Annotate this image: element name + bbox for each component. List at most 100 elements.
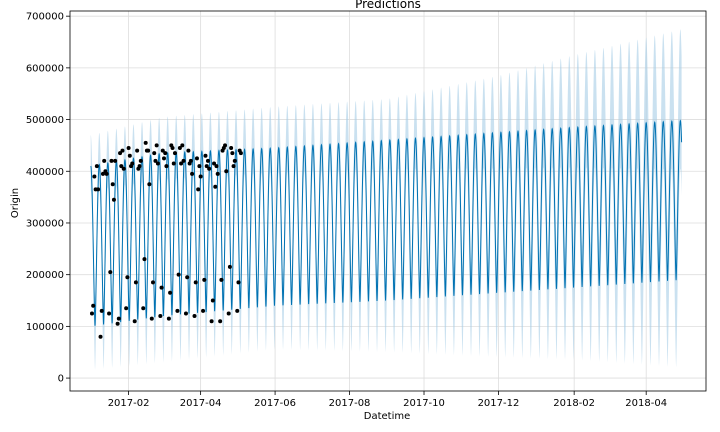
forecast-line (90, 119, 683, 326)
observed-point (89, 311, 94, 316)
y-axis-title: Origin (10, 188, 21, 218)
observed-point (179, 161, 184, 166)
observed-point (118, 151, 123, 156)
observed-point (155, 161, 160, 166)
observed-point (180, 143, 185, 148)
observed-point (190, 171, 195, 176)
x-tick-label: 2017-02 (108, 398, 150, 409)
observed-point (120, 148, 125, 153)
observed-point (188, 158, 193, 163)
observed-point (142, 257, 147, 262)
observed-point (113, 158, 118, 163)
observed-point (230, 151, 235, 156)
observed-point (186, 148, 191, 153)
y-tick-label: 700000 (26, 12, 64, 23)
observed-point (146, 148, 151, 153)
observed-point (207, 166, 212, 171)
observed-point (151, 280, 156, 285)
y-tick-label: 400000 (26, 167, 64, 178)
observed-point (236, 280, 241, 285)
observed-point (170, 146, 175, 151)
observed-point (223, 143, 228, 148)
observed-point (198, 174, 203, 179)
observed-point (212, 161, 217, 166)
observed-point (204, 164, 209, 169)
observed-point (98, 334, 103, 339)
observed-point (210, 298, 215, 303)
observed-point (141, 306, 146, 311)
observed-point (152, 151, 157, 156)
observed-point (162, 156, 166, 161)
observed-point (132, 319, 137, 324)
y-tick-label: 200000 (26, 270, 64, 281)
observed-point (92, 174, 97, 179)
observed-point (149, 316, 154, 321)
observed-point (135, 148, 140, 153)
observed-point (226, 311, 231, 316)
observed-point (172, 151, 177, 156)
observed-point (193, 280, 198, 285)
x-axis-title: Datetime (364, 411, 411, 422)
observed-point (214, 164, 219, 169)
observed-point (227, 264, 232, 269)
observed-point (133, 280, 138, 285)
observed-point (201, 308, 206, 313)
observed-points (89, 140, 243, 339)
observed-point (104, 171, 109, 176)
y-tick-label: 600000 (26, 63, 64, 74)
observed-point (194, 156, 199, 161)
observed-point (219, 277, 224, 282)
observed-point (181, 158, 186, 163)
forecast-path (90, 119, 683, 326)
observed-point (196, 187, 201, 192)
chart-title: Predictions (355, 0, 421, 11)
observed-point (110, 182, 115, 187)
observed-point (183, 311, 188, 316)
observed-point (125, 275, 130, 280)
observed-point (108, 270, 113, 275)
observed-point (107, 311, 112, 316)
observed-point (154, 143, 159, 148)
observed-point (96, 187, 101, 192)
observed-point (100, 171, 105, 176)
observed-point (124, 306, 129, 311)
y-axis-ticks: 0 100000 200000 300000 400000 500000 600000 700… (26, 12, 70, 385)
observed-point (121, 166, 126, 171)
observed-point (171, 161, 176, 166)
observed-point (218, 319, 223, 324)
observed-point (159, 285, 164, 290)
observed-point (147, 182, 152, 187)
observed-point (153, 158, 158, 163)
observed-point (203, 153, 208, 158)
observed-point (137, 164, 142, 169)
plot-frame (69, 10, 707, 392)
observed-point (164, 164, 169, 169)
observed-point (160, 148, 165, 153)
observed-point (229, 146, 234, 151)
x-tick-label: 2018-02 (553, 398, 595, 409)
observed-point (99, 308, 104, 313)
y-tick-label: 100000 (26, 322, 64, 333)
observed-point (102, 158, 107, 163)
observed-point (192, 314, 197, 319)
observed-point (231, 164, 236, 169)
observed-point (109, 158, 114, 163)
observed-point (232, 158, 237, 163)
y-tick-label: 300000 (26, 218, 64, 229)
observed-point (213, 184, 218, 189)
observed-point (158, 314, 163, 319)
x-tick-label: 2017-10 (403, 398, 445, 409)
observed-point (185, 275, 190, 280)
observed-point (126, 146, 131, 151)
observed-point (116, 316, 121, 321)
observed-point (119, 164, 124, 169)
x-tick-label: 2017-12 (478, 398, 520, 409)
observed-point (175, 308, 180, 313)
observed-point (209, 319, 214, 324)
x-tick-label: 2017-08 (329, 398, 371, 409)
observed-point (127, 153, 132, 158)
x-tick-label: 2017-06 (254, 398, 296, 409)
observed-point (168, 290, 173, 295)
observed-point (138, 158, 143, 163)
